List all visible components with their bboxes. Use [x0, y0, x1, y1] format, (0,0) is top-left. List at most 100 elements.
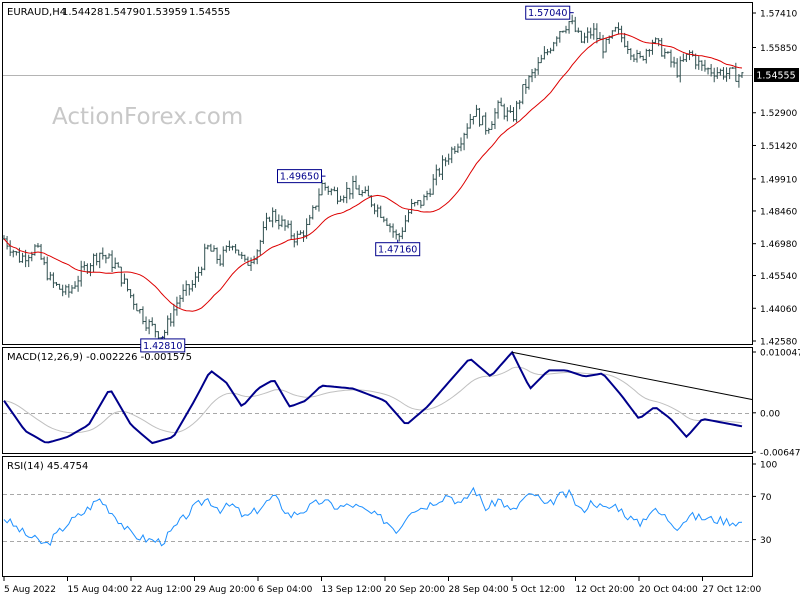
macd-title: MACD(12,26,9) -0.002226 -0.001575: [7, 352, 192, 363]
price-bar: [684, 53, 688, 62]
price-bar: [437, 167, 441, 177]
price-bar: [558, 30, 562, 43]
annotation-box: [375, 242, 421, 257]
price-bar: [354, 175, 358, 190]
price-bar: [268, 216, 272, 222]
price-bar: [542, 46, 546, 60]
price-bar: [348, 187, 352, 200]
price-bar: [255, 249, 259, 265]
price-bar: [101, 247, 105, 260]
price-bar: [478, 107, 482, 127]
price-bar: [92, 253, 96, 273]
price-bar: [197, 266, 201, 282]
price-bar: [410, 198, 414, 214]
price-bar: [459, 137, 463, 152]
macd-tick-label: 0.00: [760, 409, 780, 419]
macd-axis: 0.010047 0.00 -0.006476: [752, 349, 800, 459]
last-price-tag: 1.54555: [754, 68, 799, 82]
price-bar: [119, 266, 123, 287]
price-bar: [450, 146, 454, 164]
price-bar: [697, 56, 701, 70]
price-bar: [610, 30, 614, 39]
price-bar: [249, 257, 253, 271]
price-bar: [598, 32, 602, 40]
price-bar: [493, 108, 497, 130]
price-bar: [579, 30, 583, 43]
price-bar: [567, 21, 571, 34]
rsi-axis: 100 70 30: [752, 461, 777, 546]
price-bar: [366, 185, 370, 197]
price-bar: [570, 14, 574, 25]
price-bar: [678, 56, 682, 83]
price-bar: [595, 23, 599, 44]
price-bar: [487, 127, 491, 134]
price-bar: [302, 230, 306, 242]
price-bar: [295, 230, 299, 246]
price-bar: [345, 182, 349, 204]
price-bar: [54, 282, 58, 286]
rsi-title: RSI(14) 45.4754: [7, 461, 88, 472]
price-bar: [613, 26, 617, 32]
price-bar: [641, 55, 645, 61]
price-bar: [397, 232, 401, 242]
price-bar: [122, 273, 126, 284]
time-tick-label: 13 Sep 12:00: [322, 585, 382, 595]
price-bar: [561, 30, 565, 33]
price-bar: [626, 40, 630, 54]
price-bar: [644, 48, 648, 64]
price-tick-label: 1.48460: [760, 207, 797, 217]
price-bar: [721, 67, 725, 80]
price-bar: [592, 23, 596, 40]
price-bar: [638, 51, 642, 59]
price-bar: [218, 254, 222, 267]
price-bar: [332, 186, 336, 192]
annotation-label: 1.42810: [143, 341, 182, 352]
price-bar: [376, 204, 380, 218]
price-bar: [33, 244, 37, 256]
price-bar: [138, 308, 142, 314]
price-bar: [144, 316, 148, 331]
rsi-pane-frame: [2, 456, 753, 577]
price-bar: [691, 50, 695, 57]
annotation-box: [525, 5, 571, 20]
price-bar: [576, 27, 580, 33]
price-bar: [672, 56, 676, 68]
price-bar: [298, 230, 302, 235]
price-bar: [181, 284, 185, 302]
ohlc-open: 1.54428: [62, 7, 103, 18]
price-bar: [675, 58, 679, 78]
price-bar: [58, 283, 62, 290]
price-bar: [453, 146, 457, 154]
price-bar: [456, 143, 460, 153]
price-bar: [564, 25, 568, 34]
price-bar: [413, 201, 417, 207]
price-bar: [206, 244, 210, 250]
price-bar: [586, 27, 590, 43]
price-bar: [261, 221, 265, 244]
price-axis: 1.57410 1.55850 1.52900 1.51420 1.49910 1.484…: [752, 10, 797, 348]
price-bar: [335, 187, 339, 205]
price-bar: [663, 48, 667, 59]
price-bar: [280, 215, 284, 228]
price-bar: [709, 64, 713, 77]
time-tick-label: 20 Oct 04:00: [639, 585, 698, 595]
price-bar: [403, 215, 407, 233]
time-tick-label: 15 Aug 04:00: [68, 585, 129, 595]
price-bar: [363, 186, 367, 194]
price-bar: [706, 67, 710, 75]
price-bar: [323, 182, 327, 191]
price-bar: [42, 256, 46, 266]
price-bar: [147, 319, 151, 335]
price-bar: [48, 271, 52, 281]
price-bar: [79, 260, 83, 287]
price-bar: [530, 69, 534, 83]
time-tick-label: 22 Aug 12:00: [131, 585, 192, 595]
price-bar: [647, 48, 651, 57]
price-bar: [283, 219, 287, 231]
price-bar: [36, 243, 40, 248]
price-bar: [113, 257, 117, 269]
price-bar: [388, 223, 392, 233]
price-bar: [286, 220, 290, 229]
price-annotations: 1.57040 1.49650 1.47160 1.42810: [140, 5, 574, 353]
ohlc-close: 1.54555: [189, 7, 230, 18]
